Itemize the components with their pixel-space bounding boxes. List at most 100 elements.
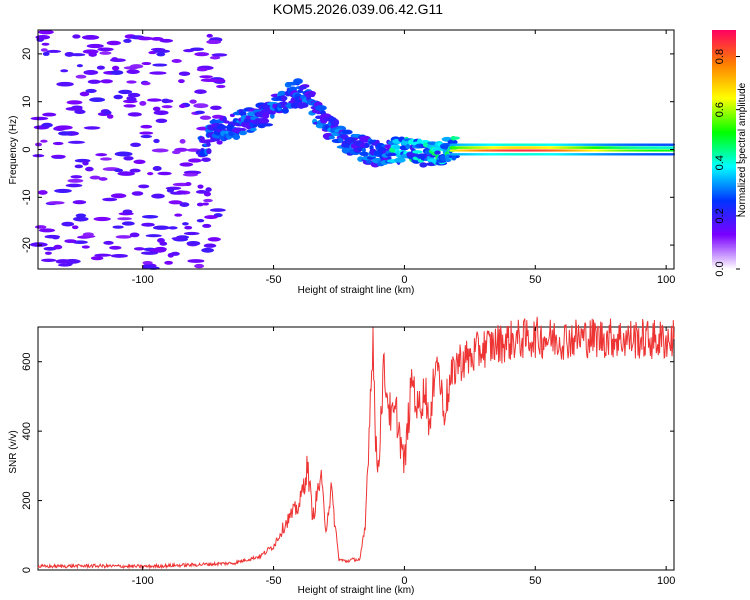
spectrogram-noise-blob [110,70,124,76]
spectrogram-ridge-blob [223,120,230,124]
spectrogram-noise-blob [99,51,112,55]
spectrogram-noise-blob [127,112,142,117]
spectrogram-noise-blob [168,200,183,205]
spectrogram-noise-blob [206,39,222,45]
x-tick-label: -100 [132,575,154,587]
spectrogram-noise-blob [122,209,133,215]
spectrogram-noise-blob [207,237,221,242]
spectrogram-noise-blob [126,69,140,74]
spectrogram-noise-blob [44,251,52,255]
spectrogram-noise-blob [189,47,205,51]
spectrogram-noise-blob [34,225,47,229]
spectrogram-noise-blob [196,68,208,72]
spectrogram-ridge-blob [392,145,402,150]
spectrogram-noise-blob [58,131,72,136]
spectrogram-ridge-blob [387,156,392,160]
spectrogram-noise-blob [93,216,111,222]
spectrogram-ridge-blob [281,95,287,102]
spectrogram-noise-blob [106,114,114,119]
spectrogram-noise-blob [211,53,228,57]
spectrogram-noise-blob [150,37,164,41]
spectrogram-ylabel: Frequency (Hz) [8,116,19,185]
spectrogram-noise-blob [140,124,153,129]
figure-title: KOM5.2026.039.06.42.G11 [273,1,443,17]
spectrogram-ridge-blob [262,123,274,127]
spectrogram-ridge-blob [232,133,241,141]
spectrogram-ridge-blob [309,92,316,98]
spectrogram-noise-blob [114,151,133,157]
spectrogram-noise-blob [67,140,86,144]
spectrogram-noise-blob [133,247,145,251]
spectrogram-noise-blob [184,225,193,230]
spectrogram-ridge-blob [252,124,258,128]
spectrogram-noise-blob [74,164,84,169]
spectrogram-noise-blob [123,38,132,43]
spectrogram-noise-blob [89,97,106,102]
spectrogram-noise-blob [82,232,94,237]
spectrogram-noise-blob [76,64,83,68]
spectrogram-noise-blob [141,61,152,66]
spectrogram-noise-blob [171,59,182,63]
spectrogram-noise-blob [206,33,213,38]
spectrogram-noise-blob [110,253,128,258]
spectrogram-noise-blob [99,157,113,161]
spectrogram-noise-blob [139,131,154,135]
spectrogram-noise-blob [97,47,114,52]
spectrogram-noise-blob [187,259,205,263]
spectrogram-noise-blob [186,240,201,246]
spectrogram-ridge-blob [258,117,270,124]
spectrogram-noise-blob [70,175,83,179]
spectrogram-noise-blob [203,198,213,203]
spectrogram-noise-blob [118,89,133,95]
spectrogram-ridge-blob [361,147,366,153]
spectrogram-ridge-blob [201,157,211,162]
colorbar-tick-label: 0.4 [714,155,726,170]
spectrogram-noise-blob [194,89,207,94]
spectrogram-noise-blob [43,246,57,251]
x-tick-label: 0 [401,274,407,286]
spectrogram-noise-blob [38,29,54,35]
colorbar-tick-label: 0.8 [714,49,726,64]
spectrogram-noise-blob [152,106,161,112]
spectrogram-noise-blob [138,184,150,189]
spectrogram-noise-blob [87,79,101,84]
spectrogram-noise-blob [179,104,186,109]
spectrogram-noise-blob [67,178,84,183]
spectrogram-noise-blob [52,141,64,146]
colorbar-tick-label: 0.2 [714,208,726,223]
snr-series-line [37,316,675,570]
spectrogram-noise-blob [123,104,136,108]
spectrogram-noise-blob [82,49,99,54]
x-tick-label: -50 [266,575,282,587]
spectrogram-noise-blob [189,99,197,104]
y-tick-label: -20 [21,237,33,253]
spectrogram-noise-blob [37,190,48,195]
spectrogram-noise-blob [85,166,94,172]
spectrogram-noise-blob [86,43,104,49]
spectrogram-noise-blob [41,122,53,128]
spectrogram-noise-blob [200,78,218,83]
snr-axis-ticks: -100 -50 0 50 100 0 200 400 600 [21,327,675,587]
spectrogram-ridge-blob [226,124,234,131]
spectrogram-ridge-blob [450,136,460,140]
spectrogram-ridge-blob [439,154,447,162]
spectrogram-ridge-blob [451,154,457,161]
spectrogram-ridge-blob [216,140,223,145]
spectrogram-noise-blob [141,222,155,227]
spectrogram-noise-blob [72,200,87,205]
spectrogram-ridge-blob [394,157,406,163]
spectrogram-noise-blob [179,162,194,167]
spectrogram-noise-blob [35,35,51,40]
spectrogram-ridge-blob [277,90,287,97]
spectrogram-noise-blob [117,171,135,176]
spectrogram-noise-blob [75,74,87,79]
spectrogram-ridge-blob [359,151,369,156]
spectrogram-noise-blob [106,40,121,46]
spectrogram-noise-blob [98,177,108,181]
spectrogram-noise-blob [216,84,226,89]
spectrogram-noise-blob [178,71,191,76]
spectrogram-ridge-blob [432,147,442,151]
spectrogram-noise-blob [203,243,217,248]
